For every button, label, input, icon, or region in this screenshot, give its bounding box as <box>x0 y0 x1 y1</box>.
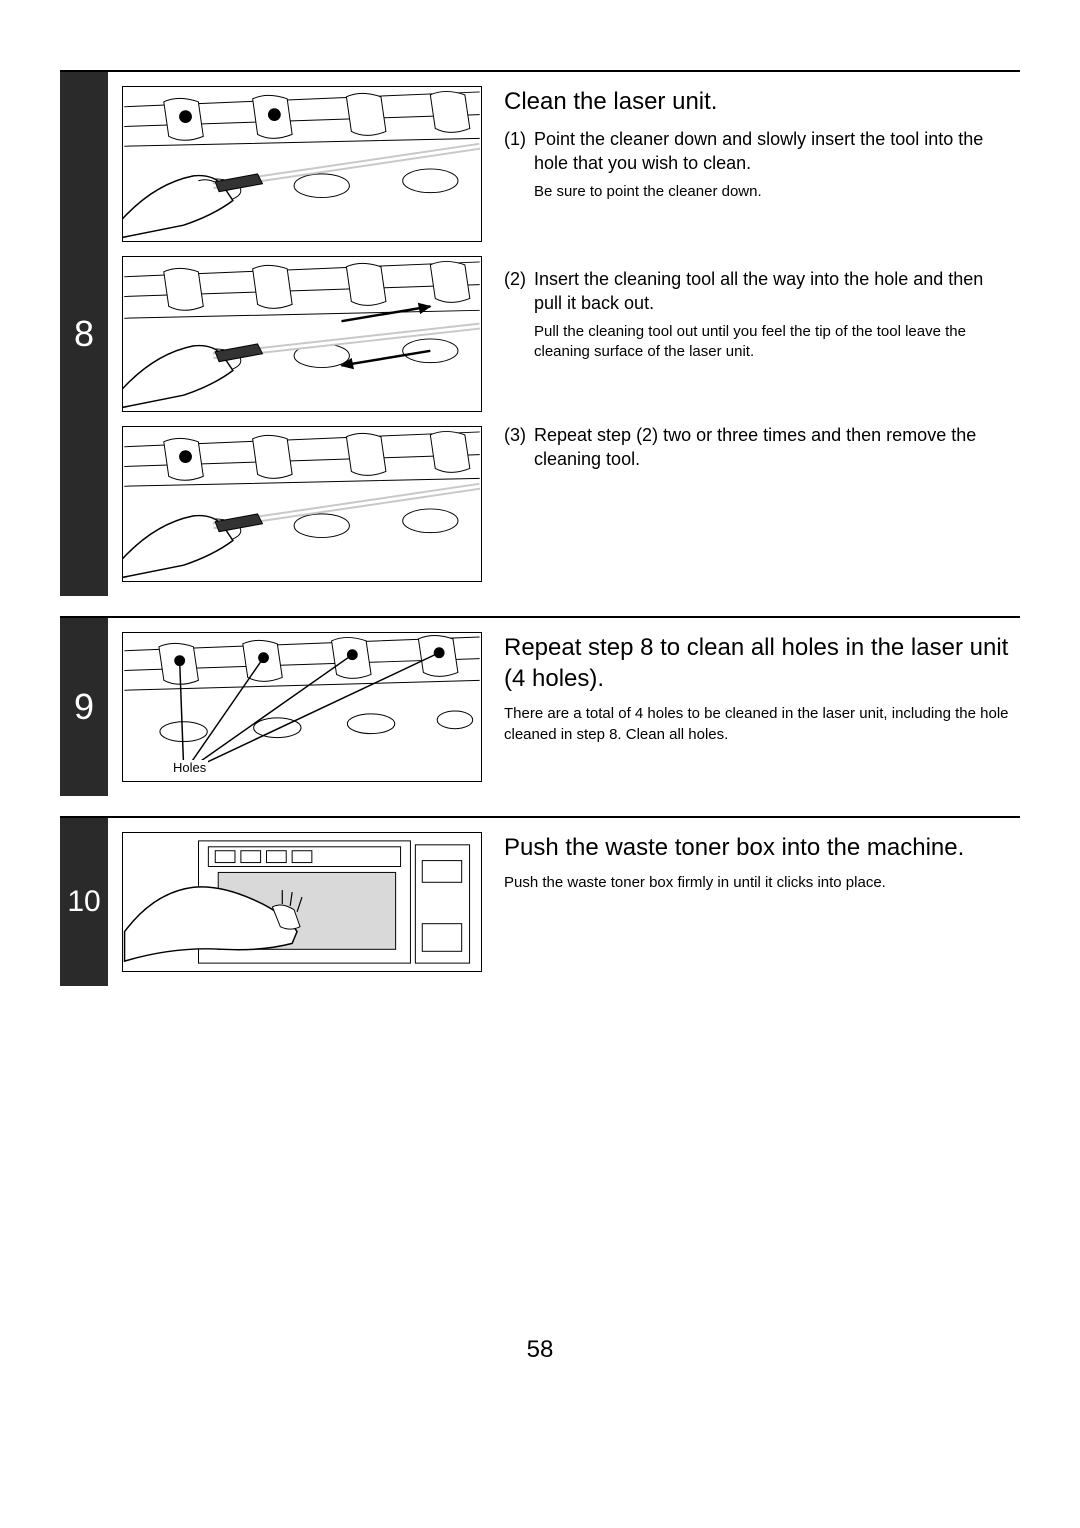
substep-num: (3) <box>504 423 526 472</box>
illustration-8a <box>122 86 482 242</box>
substep-1: (1) Point the cleaner down and slowly in… <box>504 127 1010 176</box>
substep-num: (1) <box>504 127 526 176</box>
substep-3: (3) Repeat step (2) two or three times a… <box>504 423 1010 472</box>
step-10: 10 <box>60 816 1020 986</box>
substep-num: (2) <box>504 267 526 316</box>
substep-2: (2) Insert the cleaning tool all the way… <box>504 267 1010 316</box>
substep-text: Insert the cleaning tool all the way int… <box>534 267 1010 316</box>
step-title: Repeat step 8 to clean all holes in the … <box>504 632 1010 694</box>
illustration-8c <box>122 426 482 582</box>
step-body: Holes Repeat step 8 to clean all holes i… <box>108 618 1020 796</box>
illustration-8b <box>122 256 482 412</box>
illustration-column <box>122 832 482 972</box>
text-column: Clean the laser unit. (1) Point the clea… <box>504 86 1020 582</box>
page-number: 58 <box>60 1336 1020 1364</box>
text-column: Push the waste toner box into the machin… <box>504 832 1020 972</box>
substep-note: Be sure to point the cleaner down. <box>504 182 1010 202</box>
substep-text: Point the cleaner down and slowly insert… <box>534 127 1010 176</box>
illustration-column <box>122 86 482 582</box>
step-9: 9 <box>60 616 1020 796</box>
step-8: 8 <box>60 70 1020 596</box>
step-number: 8 <box>60 72 108 596</box>
holes-label: Holes <box>171 760 208 775</box>
step-title: Push the waste toner box into the machin… <box>504 832 1010 863</box>
substep-note: Pull the cleaning tool out until you fee… <box>504 322 1010 363</box>
illustration-9: Holes <box>122 632 482 782</box>
illustration-10 <box>122 832 482 972</box>
step-number: 10 <box>60 818 108 986</box>
illustration-column: Holes <box>122 632 482 782</box>
step-title: Clean the laser unit. <box>504 86 1010 117</box>
text-column: Repeat step 8 to clean all holes in the … <box>504 632 1020 782</box>
step-desc: There are a total of 4 holes to be clean… <box>504 704 1010 745</box>
step-body: Clean the laser unit. (1) Point the clea… <box>108 72 1020 596</box>
step-body: Push the waste toner box into the machin… <box>108 818 1020 986</box>
substeps: (1) Point the cleaner down and slowly in… <box>504 127 1010 472</box>
manual-page: 8 <box>0 0 1080 1404</box>
step-desc: Push the waste toner box firmly in until… <box>504 873 1010 893</box>
step-number: 9 <box>60 618 108 796</box>
substep-text: Repeat step (2) two or three times and t… <box>534 423 1010 472</box>
